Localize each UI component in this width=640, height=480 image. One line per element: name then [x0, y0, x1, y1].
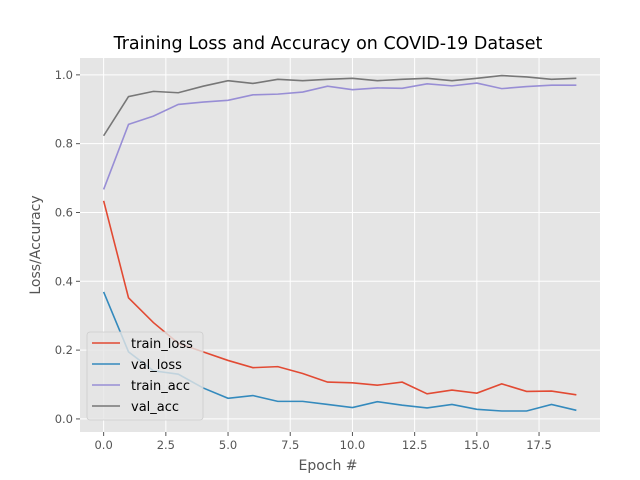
y-tick-label: 0.2 [55, 343, 73, 357]
series-line-train-acc [102, 82, 577, 190]
y-axis-label: Loss/Accuracy [28, 195, 44, 294]
x-tick-label: 10.0 [340, 438, 366, 452]
ticks: 0.0 2.5 5.0 7.5 10.0 12.5 15.0 17.5 0.0 0.2 0.4 0.6… [55, 68, 552, 452]
x-tick-label: 5.0 [219, 438, 237, 452]
legend-label-val-loss: val_loss [131, 358, 182, 373]
y-tick-label: 1.0 [55, 68, 73, 82]
x-tick-label: 15.0 [464, 438, 490, 452]
legend: train_loss val_loss train_acc val_acc [86, 331, 204, 421]
legend-label-train-loss: train_loss [131, 337, 193, 352]
legend-label-train-acc: train_acc [131, 379, 190, 394]
x-tick-label: 12.5 [402, 438, 428, 452]
legend-box [86, 331, 204, 421]
x-axis-label: Epoch # [298, 458, 357, 474]
y-tick-label: 0.6 [55, 205, 73, 219]
chart-title: Training Loss and Accuracy on COVID-19 D… [113, 34, 543, 54]
x-tick-label: 17.5 [526, 438, 552, 452]
y-tick-label: 0.0 [55, 412, 73, 426]
x-tick-label: 7.5 [281, 438, 299, 452]
y-tick-label: 0.8 [55, 137, 73, 151]
legend-label-val-acc: val_acc [131, 400, 179, 415]
series-line-val-acc [102, 74, 577, 137]
y-tick-label: 0.4 [55, 274, 73, 288]
x-tick-label: 2.5 [157, 438, 175, 452]
x-tick-label: 0.0 [94, 438, 112, 452]
